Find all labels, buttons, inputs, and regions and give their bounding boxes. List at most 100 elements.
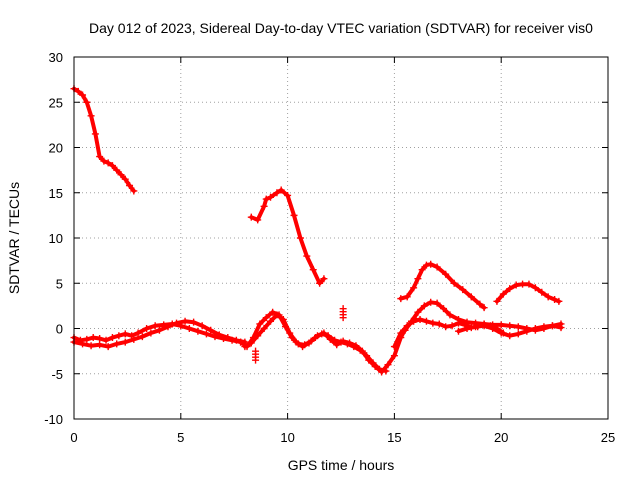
data-point (130, 335, 138, 343)
y-tick-label: 20 (49, 141, 63, 156)
x-tick-label: 5 (177, 430, 184, 445)
outlier-points (252, 305, 347, 364)
data-point (79, 340, 87, 348)
x-tick-label: 0 (70, 430, 77, 445)
data-point (519, 280, 527, 288)
data-point (418, 266, 426, 274)
data-point (442, 270, 450, 278)
data-point (102, 336, 110, 344)
data-point (463, 318, 471, 326)
y-tick-label: 0 (56, 322, 63, 337)
data-point (401, 326, 409, 334)
data-point (435, 320, 443, 328)
data-point (497, 329, 505, 337)
x-tick-label: 15 (387, 430, 401, 445)
data-point (305, 339, 313, 347)
series-arc-2 (247, 186, 328, 287)
series-arc-6 (70, 317, 249, 351)
data-point (350, 343, 358, 351)
data-point (96, 341, 104, 349)
data-point (540, 323, 548, 331)
series-arc-3 (397, 260, 488, 312)
data-point (331, 336, 339, 344)
x-tick-label: 20 (494, 430, 508, 445)
y-tick-label: -5 (51, 367, 63, 382)
data-point (410, 284, 418, 292)
data-point (429, 319, 437, 327)
data-point (87, 112, 95, 120)
data-point (151, 322, 159, 330)
y-tick-label: 10 (49, 231, 63, 246)
data-point (143, 325, 151, 332)
data-point (130, 187, 138, 195)
data-point (155, 326, 163, 334)
data-point (433, 263, 441, 271)
data-point (89, 334, 97, 342)
data-point (369, 359, 377, 367)
data-point (164, 323, 172, 331)
data-point (147, 329, 155, 337)
data-point (79, 91, 87, 99)
data-point (454, 327, 462, 335)
data-point (237, 338, 245, 346)
data-point (414, 308, 422, 316)
series-arc-4 (493, 280, 563, 305)
data-point (254, 216, 262, 224)
chart-title: Day 012 of 2023, Sidereal Day-to-day VTE… (89, 20, 593, 36)
data-point (397, 295, 405, 303)
y-axis-label: SDTVAR / TECUs (6, 182, 22, 294)
data-point (134, 329, 142, 337)
data-point (96, 334, 104, 342)
data-point (384, 361, 392, 369)
data-point (74, 87, 82, 95)
series-arc-8 (241, 311, 390, 375)
data-point (512, 281, 520, 289)
data-point (416, 315, 424, 323)
data-point (523, 327, 531, 335)
data-point (232, 336, 240, 344)
data-point (87, 342, 95, 350)
data-point (247, 339, 255, 347)
data-point (273, 311, 281, 319)
data-point (198, 322, 206, 330)
data-point (493, 297, 501, 305)
data-point (499, 290, 507, 298)
series-arc-1 (70, 85, 138, 195)
y-tick-label: 25 (49, 95, 63, 110)
data-point (422, 317, 430, 325)
data-point (292, 338, 300, 346)
data-point (337, 338, 345, 346)
data-point (202, 330, 210, 338)
axis-ticks (73, 56, 609, 420)
data-point (467, 293, 475, 301)
data-point (262, 195, 270, 203)
data-point (104, 159, 112, 167)
x-tick-label: 25 (601, 430, 615, 445)
data-point (489, 325, 497, 332)
data-point (506, 322, 514, 330)
data-point (382, 367, 390, 375)
data-point (480, 322, 488, 330)
data-point (403, 293, 411, 301)
data-point (397, 329, 405, 337)
data-point (459, 286, 467, 294)
y-tick-label: 15 (49, 186, 63, 201)
x-tick-label: 10 (280, 430, 294, 445)
data-point (433, 299, 441, 307)
data-point (190, 318, 198, 326)
data-point (390, 352, 398, 360)
data-point (555, 297, 563, 305)
data-point (446, 311, 454, 319)
data-point (256, 320, 264, 328)
data-point (450, 279, 458, 287)
data-point (100, 157, 108, 165)
data-point (318, 330, 326, 338)
data-point (181, 317, 189, 325)
data-point (506, 332, 514, 340)
series-arc-11 (454, 322, 565, 340)
data-point (254, 332, 262, 340)
data-point (247, 213, 255, 221)
data-point (224, 334, 232, 342)
data-point (463, 325, 471, 332)
data-point (448, 322, 456, 330)
